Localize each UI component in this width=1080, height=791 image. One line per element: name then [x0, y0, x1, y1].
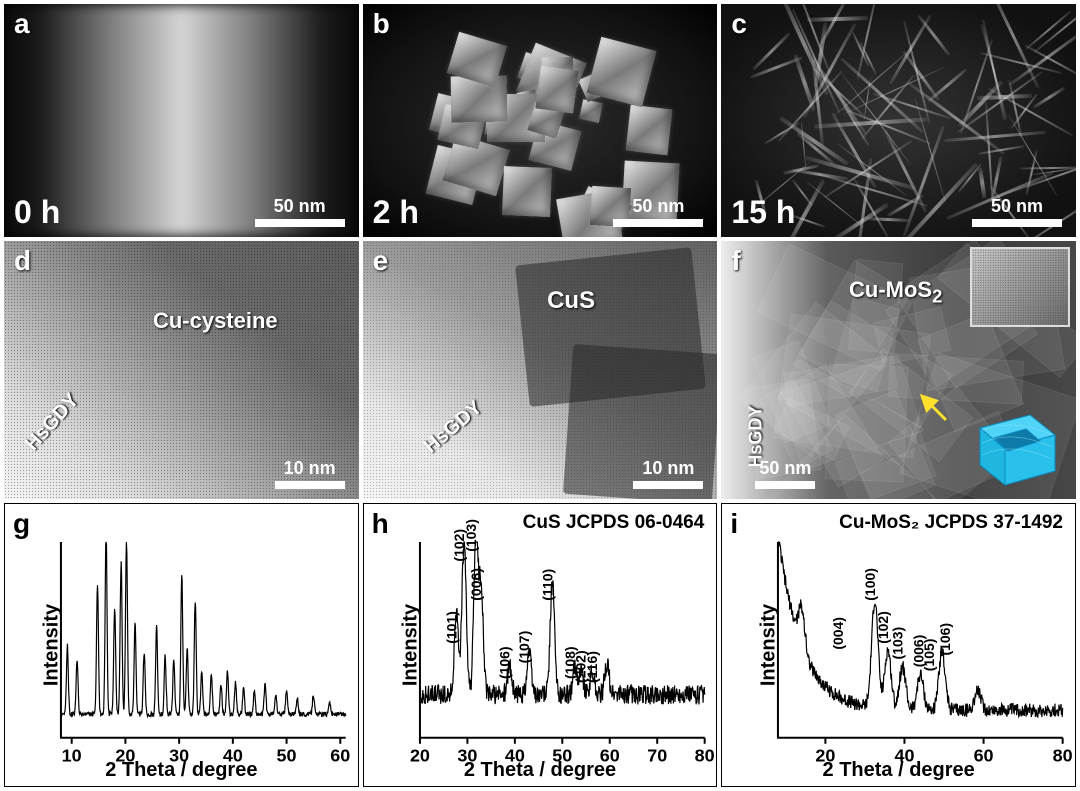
scale-bar: 50 nm — [255, 196, 345, 227]
hollow-nanobox-schematic — [960, 393, 1070, 493]
panel-d: d HsGDYCu-cysteine 10 nm — [4, 241, 359, 499]
svg-text:(102): (102) — [875, 611, 891, 644]
svg-text:80: 80 — [694, 746, 714, 766]
time-label: 15 h — [731, 194, 795, 231]
svg-text:20: 20 — [816, 746, 836, 766]
svg-text:(103): (103) — [463, 519, 479, 552]
scale-bar: 50 nm — [755, 458, 815, 489]
svg-text:60: 60 — [974, 746, 994, 766]
svg-text:(006): (006) — [468, 568, 484, 601]
svg-text:50: 50 — [277, 746, 297, 766]
scale-text: 10 nm — [642, 458, 694, 478]
scale-text: 10 nm — [284, 458, 336, 478]
panel-label: d — [14, 245, 31, 277]
svg-text:(106): (106) — [937, 623, 953, 656]
svg-text:50: 50 — [552, 746, 572, 766]
panel-c: c 15 h 50 nm — [721, 4, 1076, 237]
scale-bar: 10 nm — [633, 458, 703, 489]
panel-label: c — [731, 8, 747, 40]
panel-f: f HsGDYCu-MoS2 50 nm — [721, 241, 1076, 499]
scale-bar: 50 nm — [972, 196, 1062, 227]
svg-text:30: 30 — [457, 746, 477, 766]
svg-text:20: 20 — [410, 746, 430, 766]
scale-text: 50 nm — [274, 196, 326, 216]
arrow-icon — [916, 390, 956, 430]
panel-label: f — [731, 245, 740, 277]
svg-text:(107): (107) — [516, 631, 532, 664]
svg-text:70: 70 — [647, 746, 667, 766]
scale-bar-line — [255, 219, 345, 227]
svg-text:(101): (101) — [443, 611, 459, 644]
panel-e: e HsGDYCuS 10 nm — [363, 241, 718, 499]
svg-text:(110): (110) — [539, 569, 555, 601]
svg-text:(106): (106) — [496, 646, 512, 679]
svg-text:(105): (105) — [921, 638, 937, 671]
svg-text:60: 60 — [330, 746, 350, 766]
svg-text:(103): (103) — [890, 627, 906, 660]
scale-text: 50 nm — [991, 196, 1043, 216]
svg-text:40: 40 — [895, 746, 915, 766]
svg-text:60: 60 — [599, 746, 619, 766]
svg-text:10: 10 — [62, 746, 82, 766]
scale-bar-line — [613, 219, 703, 227]
scale-bar-line — [275, 481, 345, 489]
scale-bar: 50 nm — [613, 196, 703, 227]
scale-text: 50 nm — [759, 458, 811, 478]
svg-text:(004): (004) — [831, 617, 847, 650]
svg-text:(100): (100) — [862, 568, 878, 601]
svg-text:40: 40 — [223, 746, 243, 766]
scale-text: 50 nm — [632, 196, 684, 216]
time-label: 0 h — [14, 194, 60, 231]
panel-i-xrd: i Cu-MoS₂ JCPDS 37-1492 Intensity 2 Thet… — [721, 503, 1076, 787]
scale-bar-line — [633, 481, 703, 489]
svg-text:40: 40 — [505, 746, 525, 766]
panel-g-xrd: g Intensity 2 Theta / degree 10203040506… — [4, 503, 359, 787]
panel-b: b 2 h 50 nm — [363, 4, 718, 237]
scale-bar-line — [972, 219, 1062, 227]
svg-text:80: 80 — [1053, 746, 1073, 766]
panel-h-xrd: h CuS JCPDS 06-0464 Intensity 2 Theta / … — [363, 503, 718, 787]
svg-text:20: 20 — [115, 746, 135, 766]
scale-bar: 10 nm — [275, 458, 345, 489]
panel-label: a — [14, 8, 30, 40]
panel-label: e — [373, 245, 389, 277]
scale-bar-line — [755, 481, 815, 489]
svg-text:30: 30 — [169, 746, 189, 766]
inset-tem-image — [970, 247, 1070, 327]
panel-label: b — [373, 8, 390, 40]
time-label: 2 h — [373, 194, 419, 231]
panel-a: a 0 h 50 nm — [4, 4, 359, 237]
svg-text:(116): (116) — [584, 651, 600, 683]
